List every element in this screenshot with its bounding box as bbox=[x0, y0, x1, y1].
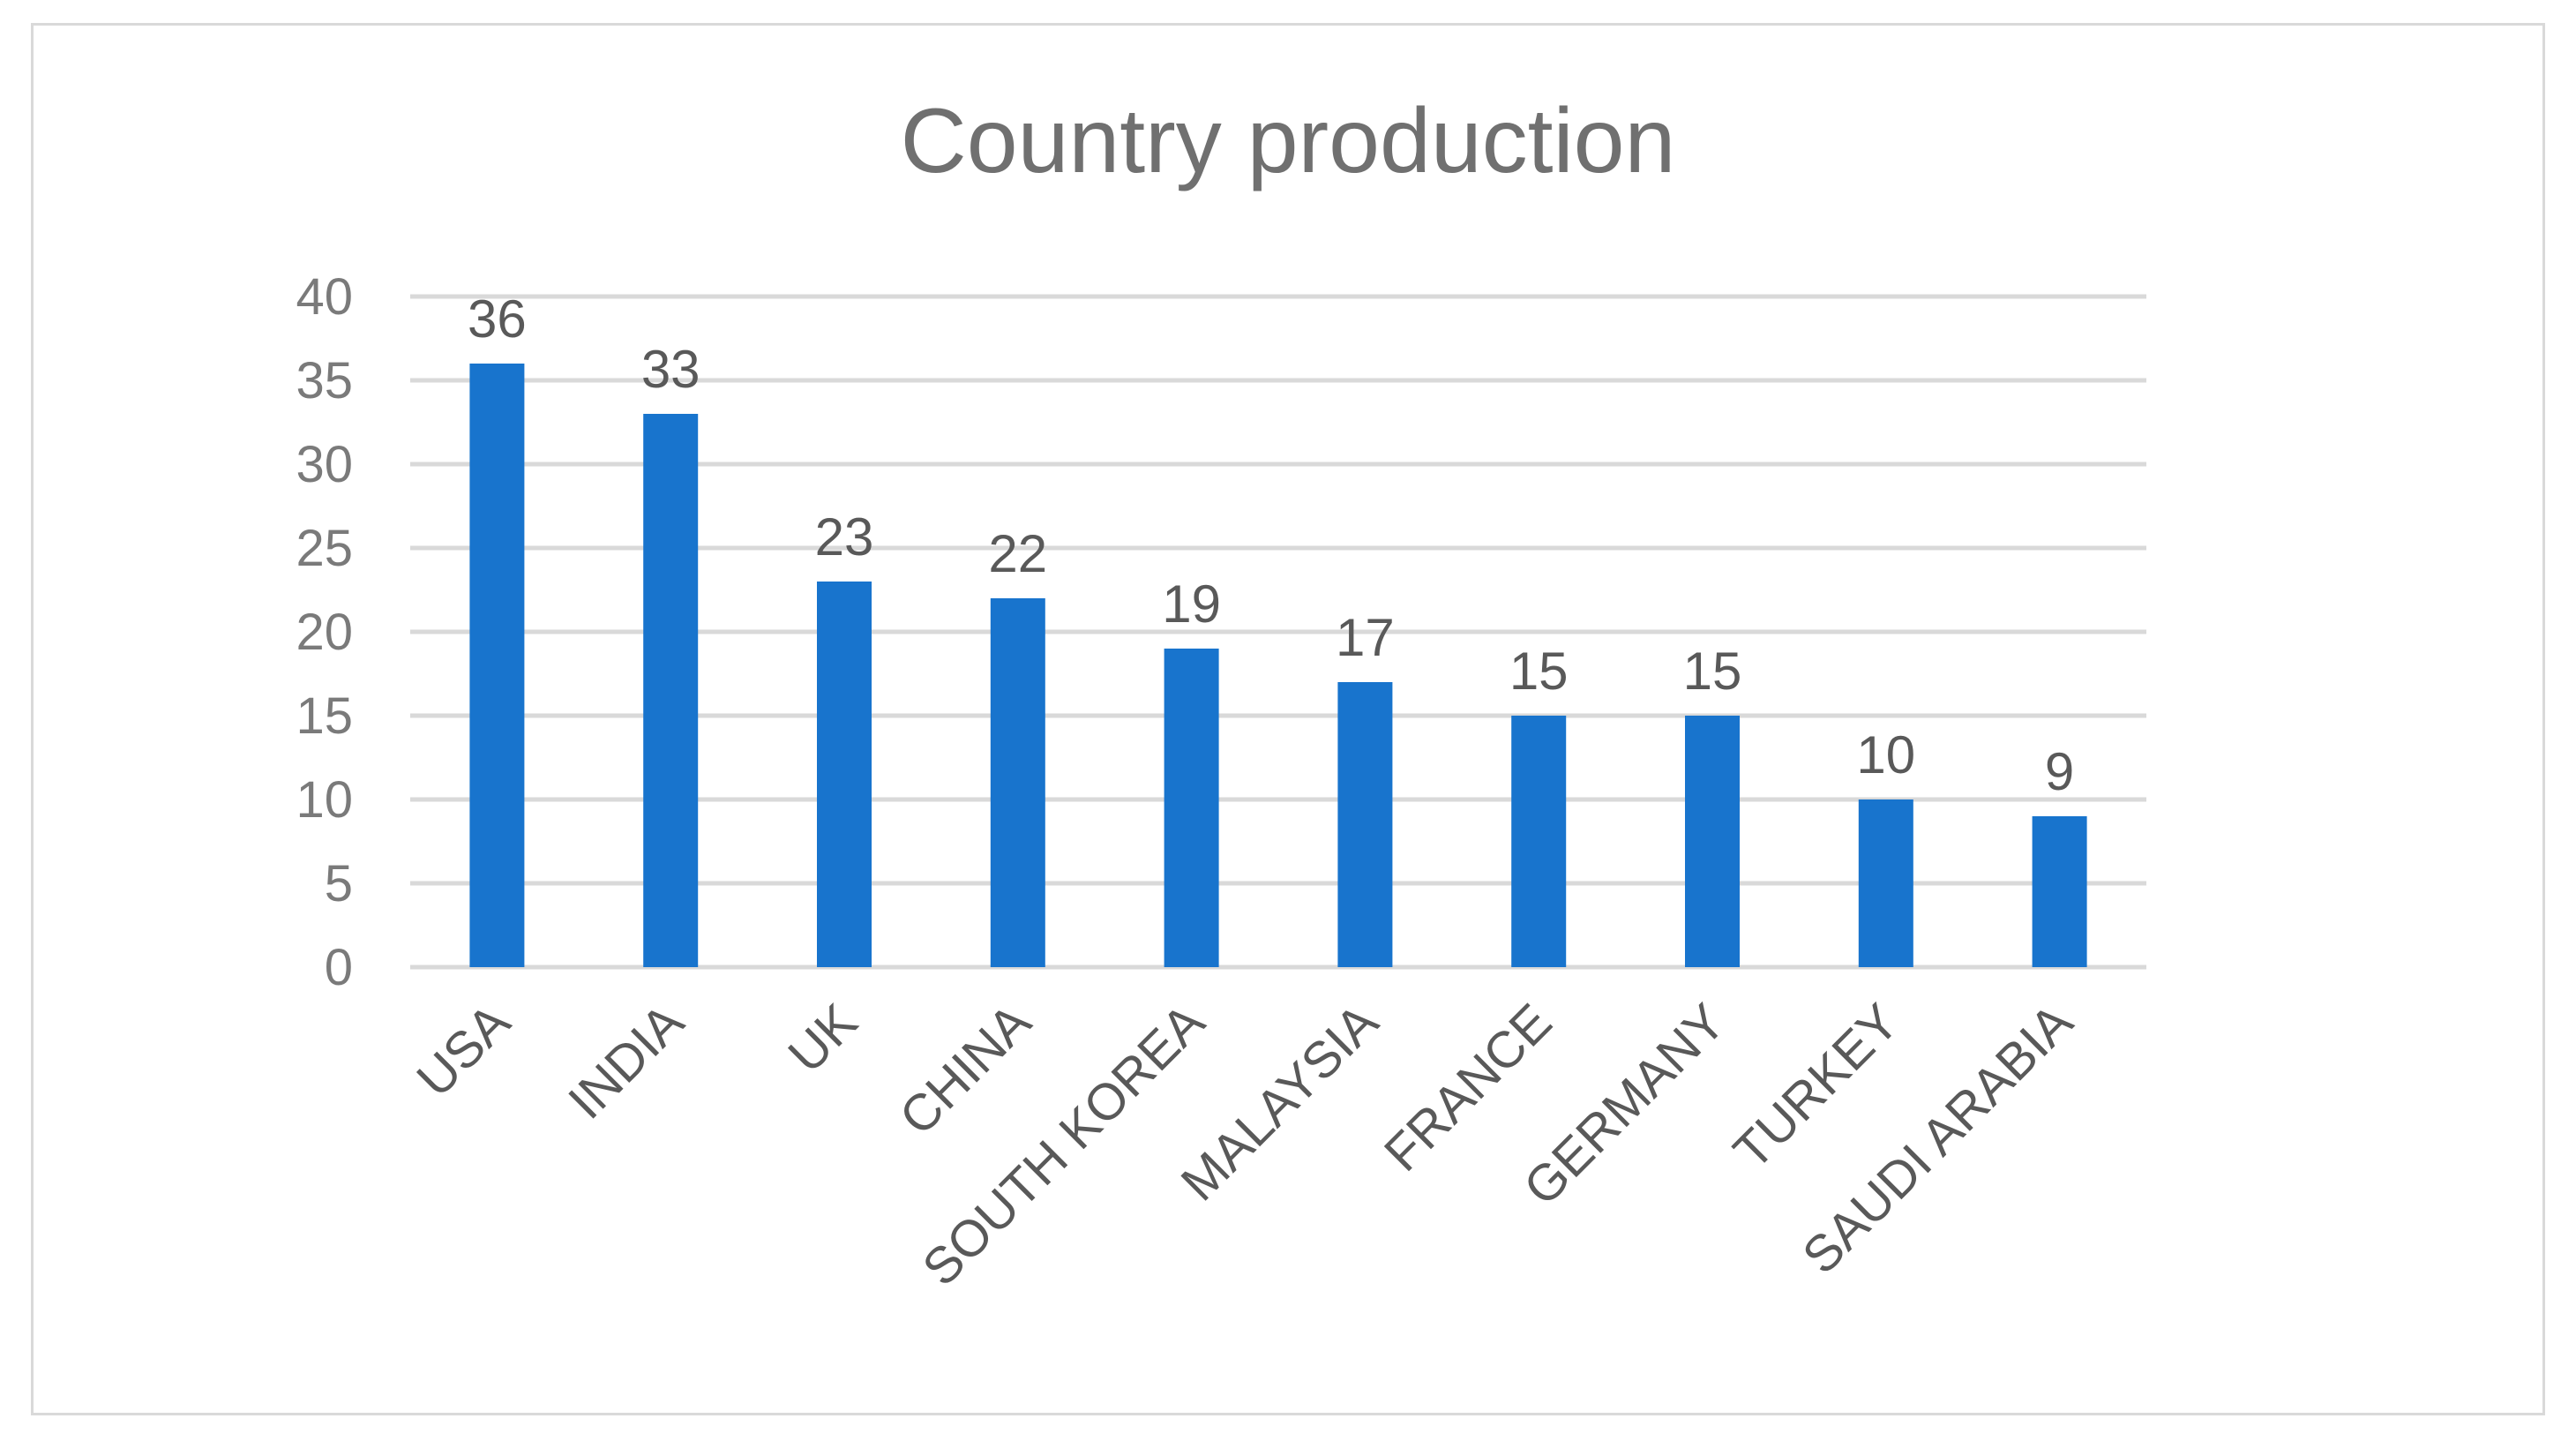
data-label: 15 bbox=[1509, 642, 1569, 701]
y-tick-label: 20 bbox=[296, 604, 353, 661]
bars bbox=[469, 364, 2087, 967]
bar bbox=[1858, 799, 1913, 967]
data-label: 22 bbox=[988, 524, 1047, 583]
y-tick-label: 25 bbox=[296, 520, 353, 577]
chart-frame bbox=[31, 23, 2545, 1415]
bar bbox=[2032, 816, 2087, 967]
x-category-label: USA bbox=[406, 993, 521, 1108]
bar bbox=[1337, 682, 1393, 967]
data-label: 15 bbox=[1683, 642, 1742, 701]
y-tick-label: 10 bbox=[296, 771, 353, 829]
bar bbox=[643, 414, 699, 967]
y-tick-label: 40 bbox=[296, 268, 353, 326]
y-tick-label: 0 bbox=[325, 939, 353, 996]
bar bbox=[1685, 716, 1740, 967]
bar bbox=[469, 364, 525, 967]
gridlines bbox=[410, 294, 2146, 970]
data-labels: 36 33 23 22 19 17 15 15 10 9 bbox=[468, 289, 2074, 801]
y-tick-label: 35 bbox=[296, 352, 353, 409]
x-category-label: INDIA bbox=[558, 993, 695, 1130]
y-tick-label: 5 bbox=[325, 855, 353, 912]
x-category-label: TURKEY bbox=[1723, 993, 1910, 1180]
y-axis-ticks: 0 5 10 15 20 25 30 35 40 bbox=[296, 268, 353, 996]
y-tick-label: 30 bbox=[296, 436, 353, 493]
chart-title: Country production bbox=[901, 90, 1676, 192]
data-label: 19 bbox=[1162, 574, 1221, 634]
x-category-label: UK bbox=[777, 993, 868, 1084]
bar bbox=[1164, 649, 1219, 967]
data-label: 10 bbox=[1856, 725, 1915, 784]
data-label: 23 bbox=[815, 507, 874, 567]
bar bbox=[990, 598, 1045, 967]
data-label: 9 bbox=[2045, 742, 2074, 801]
y-tick-label: 15 bbox=[296, 687, 353, 745]
data-label: 33 bbox=[641, 340, 700, 399]
data-label: 36 bbox=[468, 289, 527, 349]
bar bbox=[1511, 716, 1567, 967]
x-category-label: CHINA bbox=[888, 993, 1042, 1146]
data-label: 17 bbox=[1336, 608, 1395, 667]
bar bbox=[817, 582, 872, 967]
